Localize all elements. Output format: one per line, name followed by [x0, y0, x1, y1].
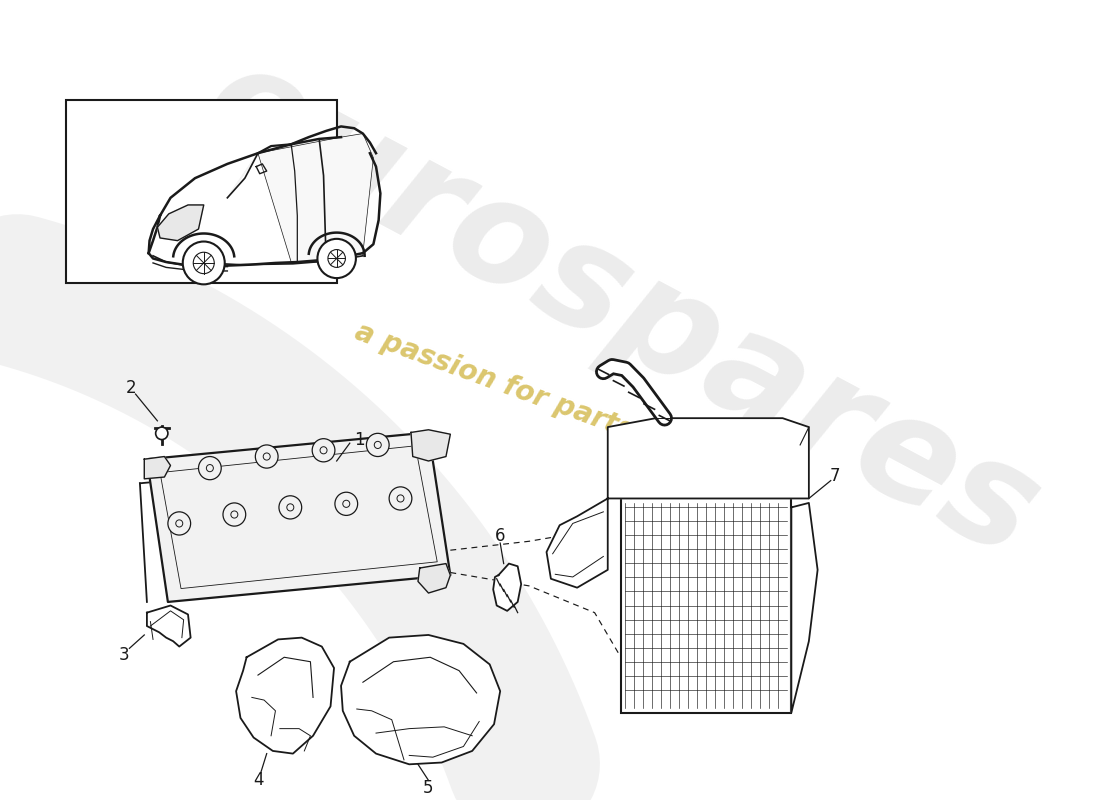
Polygon shape: [791, 503, 817, 713]
Text: 2: 2: [125, 379, 136, 397]
Circle shape: [312, 438, 334, 462]
Circle shape: [389, 487, 411, 510]
Polygon shape: [418, 563, 450, 593]
Circle shape: [374, 442, 382, 449]
Bar: [66, 100, 337, 282]
Circle shape: [231, 511, 238, 518]
Text: 4: 4: [254, 771, 264, 790]
Circle shape: [176, 520, 183, 527]
Text: 5: 5: [424, 778, 433, 797]
Circle shape: [156, 427, 168, 439]
Text: a passion for parts since 1985: a passion for parts since 1985: [351, 318, 804, 506]
Circle shape: [183, 242, 224, 284]
Polygon shape: [341, 635, 500, 764]
Circle shape: [366, 434, 389, 457]
Circle shape: [343, 500, 350, 507]
Circle shape: [320, 446, 327, 454]
Polygon shape: [147, 433, 450, 602]
Circle shape: [207, 465, 213, 472]
Circle shape: [318, 239, 356, 278]
Polygon shape: [411, 430, 450, 461]
Bar: [620, 498, 791, 713]
Polygon shape: [144, 457, 170, 479]
Circle shape: [223, 503, 245, 526]
Polygon shape: [236, 638, 334, 754]
Text: 1: 1: [354, 430, 365, 449]
Polygon shape: [493, 563, 521, 611]
Circle shape: [328, 250, 345, 267]
Circle shape: [198, 457, 221, 480]
Polygon shape: [258, 134, 373, 262]
Text: eurospares: eurospares: [180, 30, 1062, 588]
Polygon shape: [147, 606, 190, 646]
Circle shape: [279, 496, 301, 519]
Text: 7: 7: [829, 467, 840, 485]
Text: 3: 3: [119, 646, 130, 665]
Polygon shape: [607, 418, 808, 498]
Circle shape: [263, 453, 271, 460]
Circle shape: [255, 445, 278, 468]
Circle shape: [194, 252, 214, 274]
Polygon shape: [547, 498, 607, 588]
Polygon shape: [157, 205, 204, 241]
Circle shape: [168, 512, 190, 535]
Text: 6: 6: [495, 527, 505, 545]
Polygon shape: [228, 137, 309, 198]
Circle shape: [397, 495, 404, 502]
Circle shape: [287, 504, 294, 511]
Circle shape: [334, 492, 358, 515]
